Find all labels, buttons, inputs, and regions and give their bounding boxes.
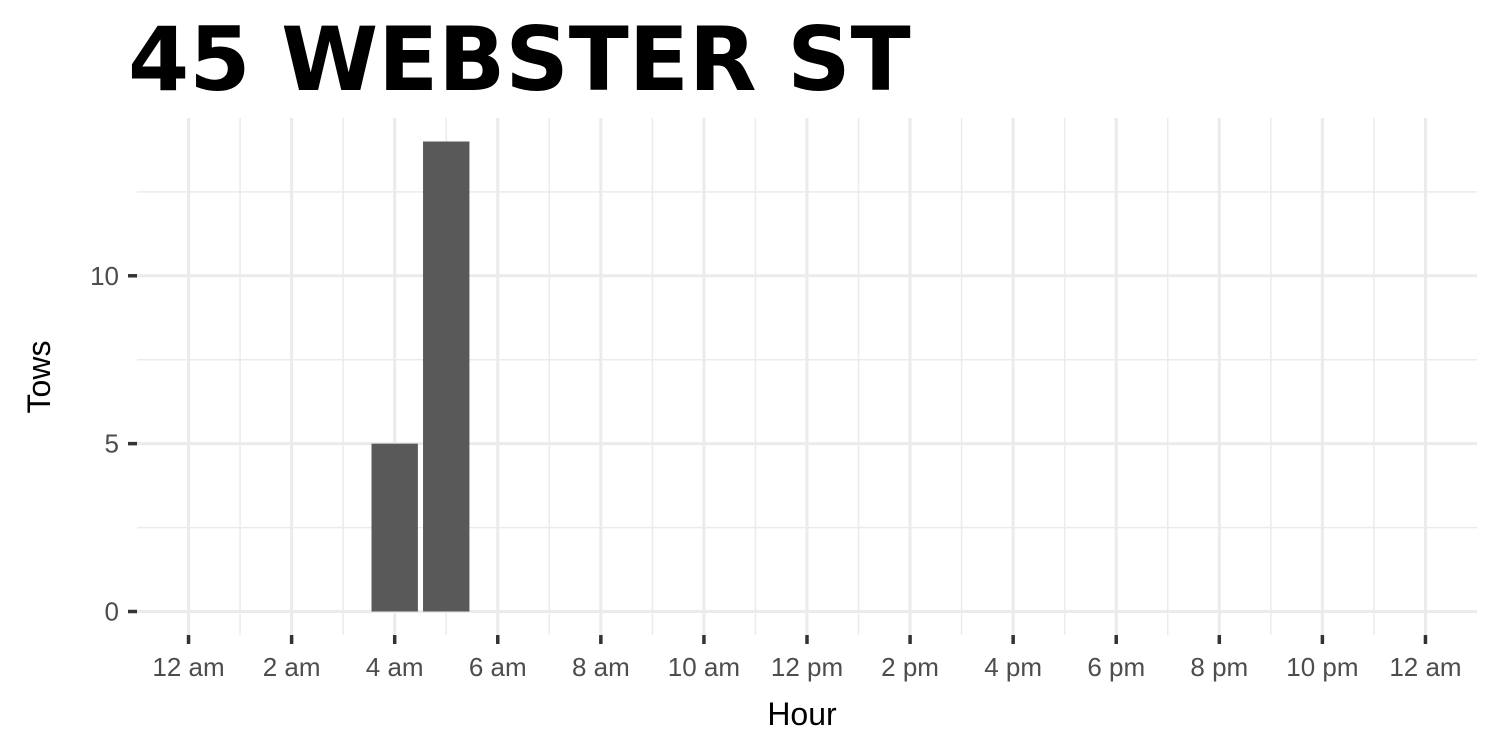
x-tick-label: 6 am [469,652,527,682]
x-axis-ticks: 12 am 2 am 4 am 6 am 8 am 10 am 12 pm 2 pm 4 pm 6… [152,635,1462,682]
x-tick-label: 2 pm [881,652,939,682]
x-tick-label: 2 am [263,652,321,682]
y-tick-label: 10 [90,261,119,291]
x-axis-title: Hour [767,696,837,732]
x-tick-label: 12 pm [771,652,843,682]
x-tick-label: 12 am [152,652,224,682]
x-tick-label: 8 am [572,652,630,682]
y-axis-title: Tows [21,341,57,414]
x-tick-label: 10 pm [1286,652,1358,682]
x-tick-label: 6 pm [1087,652,1145,682]
chart-title: 45 WEBSTER ST [128,8,911,111]
y-axis-ticks: 0 5 10 [90,261,137,627]
x-tick-label: 4 am [366,652,424,682]
x-tick-label: 10 am [668,652,740,682]
y-tick-label: 0 [105,597,119,627]
bars [371,141,470,612]
grid-major [137,118,1477,635]
bar [423,141,470,612]
y-tick-label: 5 [105,429,119,459]
x-tick-label: 4 pm [984,652,1042,682]
x-tick-label: 8 pm [1190,652,1248,682]
bar [371,443,418,612]
x-tick-label: 12 am [1389,652,1461,682]
